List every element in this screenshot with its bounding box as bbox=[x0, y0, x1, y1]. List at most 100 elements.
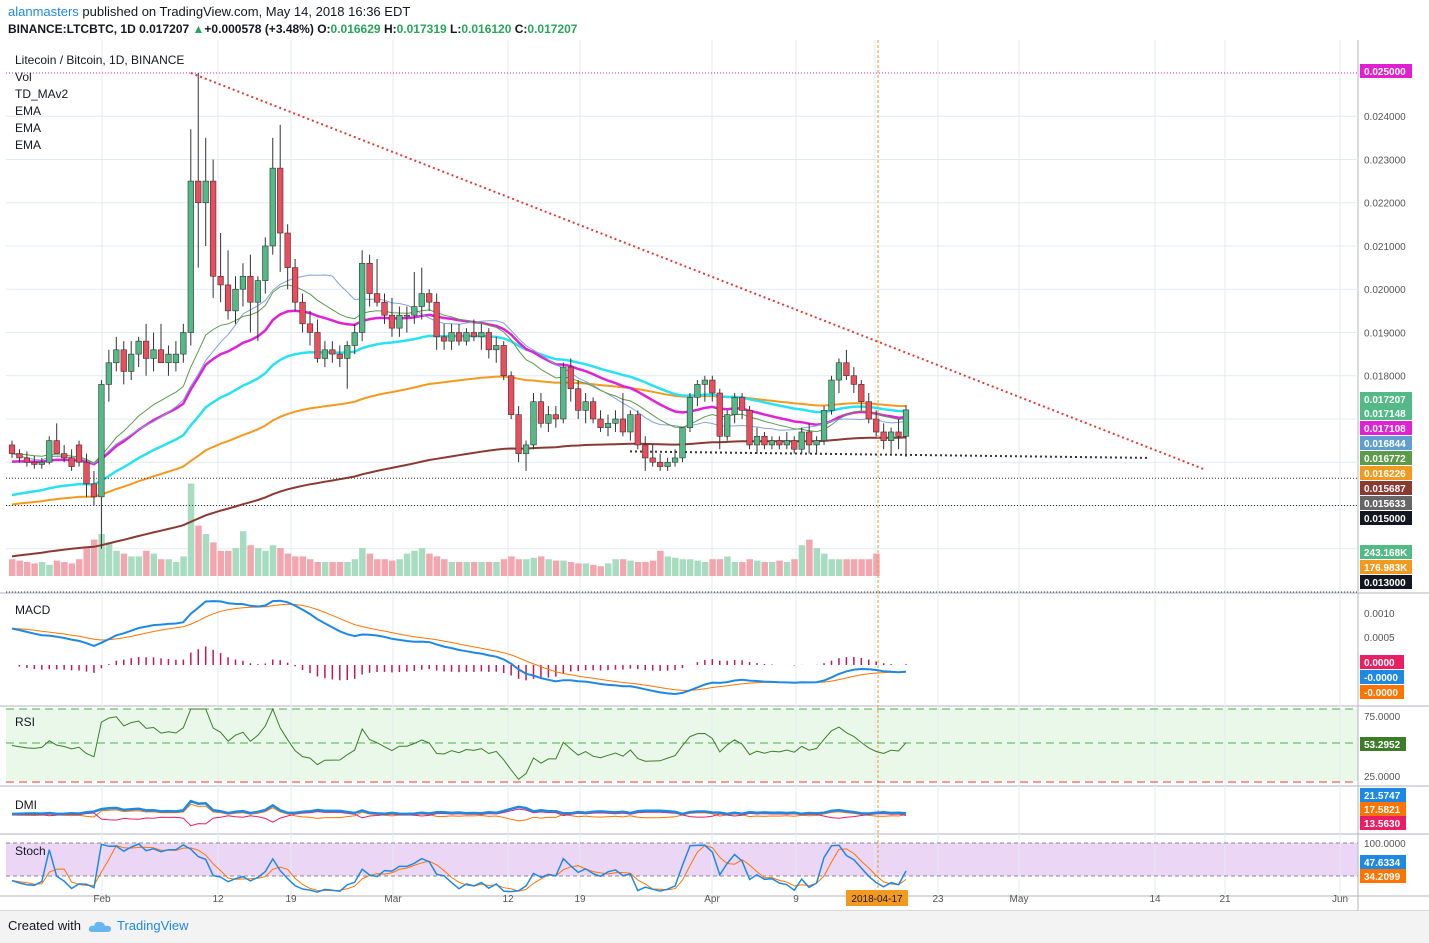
stoch-label: 47.6334 bbox=[1364, 858, 1401, 869]
author-link[interactable]: alanmasters bbox=[8, 4, 79, 19]
candle bbox=[351, 332, 358, 346]
volume-bar bbox=[672, 557, 679, 576]
legend-item: EMA bbox=[15, 104, 41, 118]
stoch-label: 34.2099 bbox=[1364, 872, 1401, 883]
volume-bar bbox=[38, 562, 46, 576]
support-line bbox=[629, 450, 1151, 459]
volume-bar bbox=[187, 483, 195, 576]
candle bbox=[798, 431, 805, 450]
symbol-label: BINANCE:LTCBTC, 1D bbox=[8, 22, 136, 36]
price-label: 0.017207 bbox=[1364, 395, 1406, 406]
candle bbox=[567, 366, 574, 390]
tradingview-chart[interactable]: 0.024000 0.023000 0.022000 0.021000 0.020000… bbox=[0, 40, 1429, 910]
volume-bar bbox=[76, 559, 83, 576]
time-tick-label: 12 bbox=[212, 894, 224, 905]
stoch-title: Stoch bbox=[15, 844, 46, 858]
candle bbox=[463, 332, 470, 342]
candle bbox=[530, 401, 537, 446]
dmi-label: 17.5821 bbox=[1364, 805, 1401, 816]
volume-bar bbox=[448, 562, 456, 576]
volume-bar bbox=[694, 560, 701, 576]
candle bbox=[202, 180, 209, 204]
candle bbox=[686, 397, 694, 428]
candle bbox=[46, 440, 53, 463]
tradingview-cloud-icon bbox=[88, 921, 111, 932]
candle bbox=[865, 401, 872, 420]
trend-line bbox=[190, 72, 1206, 471]
volume-bar bbox=[523, 559, 530, 576]
candle bbox=[187, 180, 194, 333]
volume-bar bbox=[366, 553, 374, 576]
stoch-label-box bbox=[1360, 855, 1406, 869]
dmi-title: DMI bbox=[15, 798, 37, 812]
candle bbox=[262, 245, 269, 281]
volume-bar bbox=[657, 550, 664, 576]
candle bbox=[552, 414, 559, 420]
candle bbox=[329, 349, 336, 355]
candle bbox=[359, 262, 366, 333]
volume-bar bbox=[456, 562, 463, 576]
candle bbox=[83, 461, 90, 485]
volume-bar bbox=[128, 556, 135, 576]
volume-bar bbox=[776, 560, 783, 576]
candle bbox=[172, 353, 180, 364]
candle bbox=[143, 340, 150, 359]
candle bbox=[426, 293, 433, 303]
chart-header: alanmasters published on TradingView.com… bbox=[0, 0, 1429, 40]
candle bbox=[820, 410, 828, 441]
price-tick-label: 0.022000 bbox=[1364, 199, 1406, 210]
price-tick-label: 0.018000 bbox=[1364, 372, 1406, 383]
candle bbox=[709, 379, 716, 394]
volume-bar bbox=[768, 562, 776, 576]
volume-bar bbox=[83, 548, 90, 576]
volume-bar bbox=[284, 553, 292, 576]
volume-bar bbox=[247, 545, 254, 576]
price-label: 0.015687 bbox=[1364, 484, 1406, 495]
price-label: 176.983K bbox=[1364, 563, 1408, 574]
date-highlight-label: 2018-04-17 bbox=[851, 894, 903, 905]
volume-bar bbox=[858, 559, 865, 576]
candle bbox=[38, 461, 45, 465]
candle bbox=[582, 401, 589, 411]
volume-bar bbox=[254, 548, 262, 576]
tradingview-brand[interactable]: TradingView bbox=[117, 918, 189, 933]
legend-item: EMA bbox=[15, 138, 41, 152]
legend-item: TD_MAv2 bbox=[15, 87, 68, 101]
candle bbox=[150, 349, 157, 359]
volume-bar bbox=[277, 548, 284, 576]
volume-bar bbox=[806, 539, 813, 576]
volume-bar bbox=[724, 556, 731, 576]
volume-bar bbox=[828, 559, 835, 576]
macd-label-box bbox=[1360, 670, 1404, 684]
volume-bar bbox=[627, 560, 634, 576]
candle bbox=[604, 423, 612, 428]
candle bbox=[157, 349, 165, 364]
price-label: 0.016844 bbox=[1364, 439, 1406, 450]
candle bbox=[545, 414, 552, 424]
price-tick-label: 0.021000 bbox=[1364, 242, 1406, 253]
volume-bar bbox=[754, 560, 761, 576]
candle bbox=[791, 440, 798, 450]
rsi-line bbox=[11, 707, 907, 780]
volume-bar bbox=[307, 559, 314, 576]
candle bbox=[746, 410, 753, 446]
candle bbox=[433, 301, 440, 338]
price-label-box bbox=[1360, 451, 1412, 465]
volume-bar bbox=[262, 550, 269, 576]
volume-bar bbox=[619, 559, 627, 576]
volume-bar bbox=[321, 562, 329, 576]
candle bbox=[128, 353, 135, 372]
candle bbox=[217, 275, 224, 286]
volume-bar bbox=[53, 560, 61, 576]
low-value: 0.016120 bbox=[461, 22, 512, 36]
volume-bar bbox=[515, 559, 523, 576]
volume-bar bbox=[739, 562, 746, 576]
volume-bar bbox=[396, 559, 403, 576]
volume-bar bbox=[292, 556, 299, 576]
price-label: 0.016226 bbox=[1364, 469, 1406, 480]
volume-bar bbox=[381, 559, 388, 576]
candle bbox=[753, 435, 761, 446]
volume-bar bbox=[336, 562, 344, 576]
change-up-icon: ▲ bbox=[192, 22, 205, 36]
rsi-tick-label: 75.0000 bbox=[1364, 712, 1401, 723]
